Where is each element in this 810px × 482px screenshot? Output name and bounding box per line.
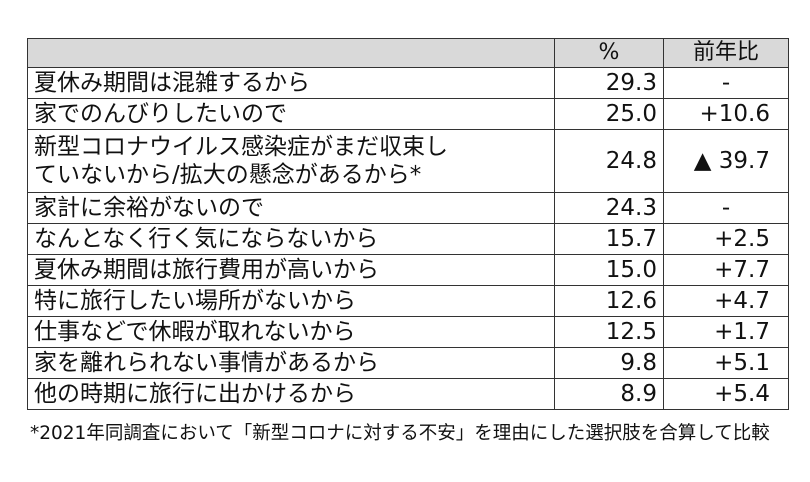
row-percent: 9.8 <box>554 347 664 379</box>
table-row: 特に旅行したい場所がないから 12.6 +4.7 <box>27 285 789 317</box>
table-row: 仕事などで休暇が取れないから 12.5 +1.7 <box>27 316 789 348</box>
row-percent: 12.6 <box>554 285 664 317</box>
row-yoy: +1.7 <box>663 316 789 348</box>
header-row: % 前年比 <box>27 38 789 68</box>
row-yoy: +10.6 <box>663 98 789 130</box>
row-yoy: +7.7 <box>663 254 789 286</box>
table-row: 家を離れられない事情があるから 9.8 +5.1 <box>27 347 789 379</box>
row-yoy: - <box>663 67 789 99</box>
row-label: 他の時期に旅行に出かけるから <box>27 378 555 410</box>
row-percent: 29.3 <box>554 67 664 99</box>
row-yoy: +5.1 <box>663 347 789 379</box>
row-percent: 8.9 <box>554 378 664 410</box>
header-percent: % <box>554 38 664 68</box>
row-percent: 12.5 <box>554 316 664 348</box>
row-percent: 25.0 <box>554 98 664 130</box>
row-label: 新型コロナウイルス感染症がまだ収束し ていないから/拡大の懸念があるから* <box>27 129 555 193</box>
row-label: 仕事などで休暇が取れないから <box>27 316 555 348</box>
header-label <box>27 38 555 68</box>
row-percent: 24.3 <box>554 192 664 224</box>
row-label: 家でのんびりしたいので <box>27 98 555 130</box>
table-row: 他の時期に旅行に出かけるから 8.9 +5.4 <box>27 378 789 410</box>
row-label: 特に旅行したい場所がないから <box>27 285 555 317</box>
table-row: 家でのんびりしたいので 25.0 +10.6 <box>27 98 789 130</box>
row-yoy: +4.7 <box>663 285 789 317</box>
row-label: 家を離れられない事情があるから <box>27 347 555 379</box>
row-label: なんとなく行く気にならないから <box>27 223 555 255</box>
row-yoy: +2.5 <box>663 223 789 255</box>
footnote: *2021年同調査において「新型コロナに対する不安」を理由にした選択肢を合算して… <box>30 423 770 444</box>
table-row: 夏休み期間は混雑するから 29.3 - <box>27 67 789 99</box>
row-label: 夏休み期間は旅行費用が高いから <box>27 254 555 286</box>
row-yoy: +5.4 <box>663 378 789 410</box>
row-percent: 15.0 <box>554 254 664 286</box>
reasons-table: % 前年比 夏休み期間は混雑するから 29.3 - 家でのんびりしたいので 25… <box>27 38 789 410</box>
row-label: 夏休み期間は混雑するから <box>27 67 555 99</box>
table-row: 家計に余裕がないので 24.3 - <box>27 192 789 224</box>
row-label: 家計に余裕がないので <box>27 192 555 224</box>
row-yoy: - <box>663 192 789 224</box>
table-row: 新型コロナウイルス感染症がまだ収束し ていないから/拡大の懸念があるから* 24… <box>27 129 789 193</box>
row-label-line2: ていないから/拡大の懸念があるから* <box>34 162 422 188</box>
row-percent: 15.7 <box>554 223 664 255</box>
table-row: なんとなく行く気にならないから 15.7 +2.5 <box>27 223 789 255</box>
row-percent: 24.8 <box>554 129 664 193</box>
row-label-line1: 新型コロナウイルス感染症がまだ収束し <box>34 134 448 160</box>
header-yoy: 前年比 <box>663 38 789 68</box>
table-row: 夏休み期間は旅行費用が高いから 15.0 +7.7 <box>27 254 789 286</box>
row-yoy: ▲ 39.7 <box>663 129 789 193</box>
